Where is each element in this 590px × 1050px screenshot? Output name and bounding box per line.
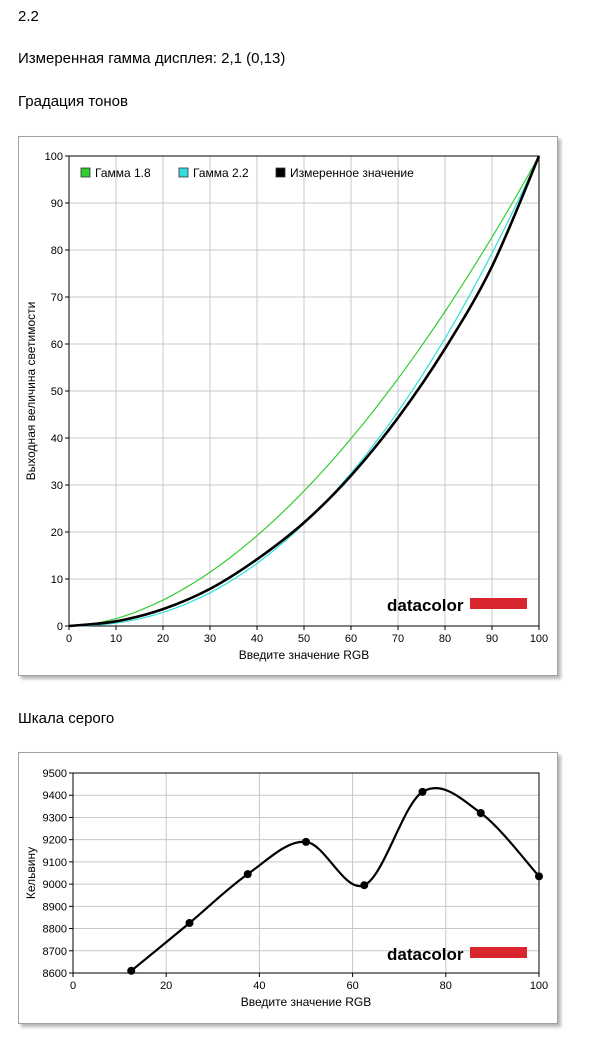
tone-ytick-label: 90	[51, 198, 63, 210]
gray-ytick-label: 8600	[43, 968, 67, 980]
gray-xtick-label: 0	[70, 980, 76, 992]
legend-swatch-2	[178, 167, 189, 178]
gray-ytick-label: 9300	[43, 812, 67, 824]
tone-xaxis-label: Введите значение RGB	[239, 648, 370, 662]
brand-logo-bar	[470, 947, 527, 958]
tone-ytick-label: 40	[51, 433, 63, 445]
tone-xtick-label: 100	[530, 633, 548, 645]
kelvin-point-7	[476, 809, 485, 817]
legend-label-2: Гамма 2.2	[193, 166, 249, 180]
gray-ytick-label: 8900	[43, 901, 67, 913]
gray-ytick-label: 8700	[43, 946, 67, 958]
legend-swatch-3	[275, 167, 286, 178]
tone-gradation-title: Градация тонов	[18, 93, 128, 110]
tone-ytick-label: 60	[51, 339, 63, 351]
kelvin-point-6	[418, 787, 427, 796]
kelvin-point-8	[535, 872, 543, 881]
tone-xtick-label: 90	[486, 633, 498, 645]
grayscale-chart: 0 20 40 60 80 100 8600 8700 8800 8900 9000 9100 9200…	[24, 768, 548, 1009]
tone-xtick-label: 30	[204, 633, 216, 645]
legend-swatch-1	[80, 167, 91, 178]
gray-xtick-label: 20	[160, 980, 172, 992]
grayscale-title: Шкала серого	[18, 710, 115, 727]
kelvin-point-5	[360, 881, 369, 890]
kelvin-point-2	[185, 919, 194, 927]
tone-ytick-label: 10	[51, 574, 63, 586]
tone-xtick-label: 80	[439, 633, 451, 645]
series-line-measured	[68, 155, 541, 628]
tone-xtick-label: 60	[345, 633, 357, 645]
tone-yaxis-label: Выходная величина светимости	[24, 302, 38, 481]
tone-chart: 0 10 20 30 40 50 60 70 80 90 100 0 10 20 30 40 50 60 70 80 9…	[24, 151, 548, 662]
tone-ytick-label: 100	[45, 151, 63, 163]
kelvin-line	[130, 787, 540, 972]
measured-gamma-label: Измеренная гамма дисплея: 2,1 (0,13)	[18, 50, 286, 67]
tone-ytick-label: 80	[51, 245, 63, 257]
gray-xtick-label: 60	[346, 980, 358, 992]
gray-ytick-label: 9500	[43, 768, 67, 780]
tone-ytick-label: 20	[51, 527, 63, 539]
tone-ytick-label: 0	[57, 621, 63, 633]
brand-logo-text: datacolor	[387, 945, 464, 964]
gray-ytick-label: 9400	[43, 790, 67, 802]
gray-xtick-label: 100	[530, 980, 548, 992]
gray-xtick-label: 40	[253, 980, 265, 992]
tone-xtick-label: 40	[251, 633, 263, 645]
gray-ytick-label: 8800	[43, 924, 67, 936]
tone-xtick-label: 20	[157, 633, 169, 645]
tone-xtick-label: 0	[66, 633, 72, 645]
kelvin-point-3	[243, 870, 252, 879]
gray-xtick-label: 80	[440, 980, 452, 992]
tone-xtick-label: 50	[298, 633, 310, 645]
tone-xtick-label: 70	[392, 633, 404, 645]
gray-ytick-label: 9100	[43, 857, 67, 869]
grayscale-chart-panel: 0 20 40 60 80 100 8600 8700 8800 8900 9000 9100 9200…	[18, 752, 558, 1024]
gray-ytick-label: 9200	[43, 835, 67, 847]
legend-label-3: Измеренное значение	[290, 166, 414, 180]
gray-xaxis-label: Введите значение RGB	[241, 995, 372, 1009]
kelvin-point-4	[302, 837, 310, 846]
legend-label-1: Гамма 1.8	[95, 166, 151, 180]
series-line-1	[68, 155, 540, 627]
kelvin-point-1	[127, 966, 136, 975]
brand-logo-text: datacolor	[387, 596, 464, 615]
gray-yaxis-label: Кельвину	[24, 847, 38, 899]
gray-ytick-label: 9000	[43, 879, 67, 891]
tone-ytick-label: 30	[51, 480, 63, 492]
tone-ytick-label: 70	[51, 292, 63, 304]
tone-xtick-label: 10	[110, 633, 122, 645]
tone-ytick-label: 50	[51, 386, 63, 398]
brand-logo-bar	[470, 598, 527, 609]
version-label: 2.2	[18, 8, 39, 25]
tone-chart-panel: 0 10 20 30 40 50 60 70 80 90 100 0 10 20 30 40 50 60 70 80 9…	[18, 136, 558, 676]
